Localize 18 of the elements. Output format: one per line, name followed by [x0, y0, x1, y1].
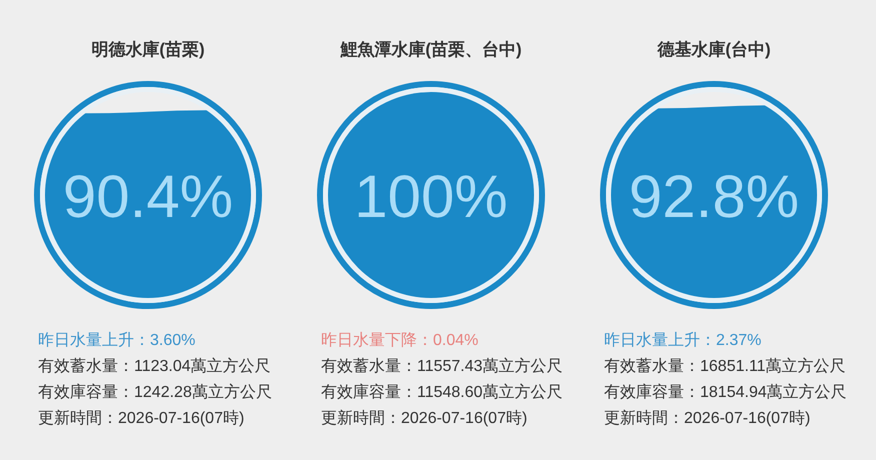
text: 昨日水量下降：0.04%: [321, 330, 480, 351]
text: 有效蓄水量：11557.43萬立方公尺: [321, 356, 564, 377]
text: 有效庫容量：1242.28萬立方公尺: [38, 382, 273, 403]
text: 更新時間：2026-07-16(07時): [321, 408, 528, 429]
text: 更新時間：2026-07-16(07時): [38, 408, 246, 429]
data-label: 92.8%: [628, 163, 800, 230]
text: 有效庫容量：11548.60萬立方公尺: [321, 382, 564, 403]
text: 德基水庫(台中): [656, 39, 772, 61]
text: 有效蓄水量：1123.04萬立方公尺: [38, 356, 272, 377]
text: 更新時間：2026-07-16(07時): [604, 408, 812, 429]
text: 明德水庫(苗栗): [90, 39, 206, 61]
text: 有效庫容量：18154.94萬立方公尺: [604, 382, 848, 403]
text: 昨日水量上升：2.37%: [604, 330, 762, 351]
text: 昨日水量上升：3.60%: [38, 330, 196, 351]
text: 有效蓄水量：16851.11萬立方公尺: [604, 356, 847, 377]
data-label: 90.4%: [62, 163, 234, 230]
text: 鯉魚潭水庫(苗栗、台中): [339, 39, 523, 61]
data-label: 100%: [354, 163, 508, 230]
